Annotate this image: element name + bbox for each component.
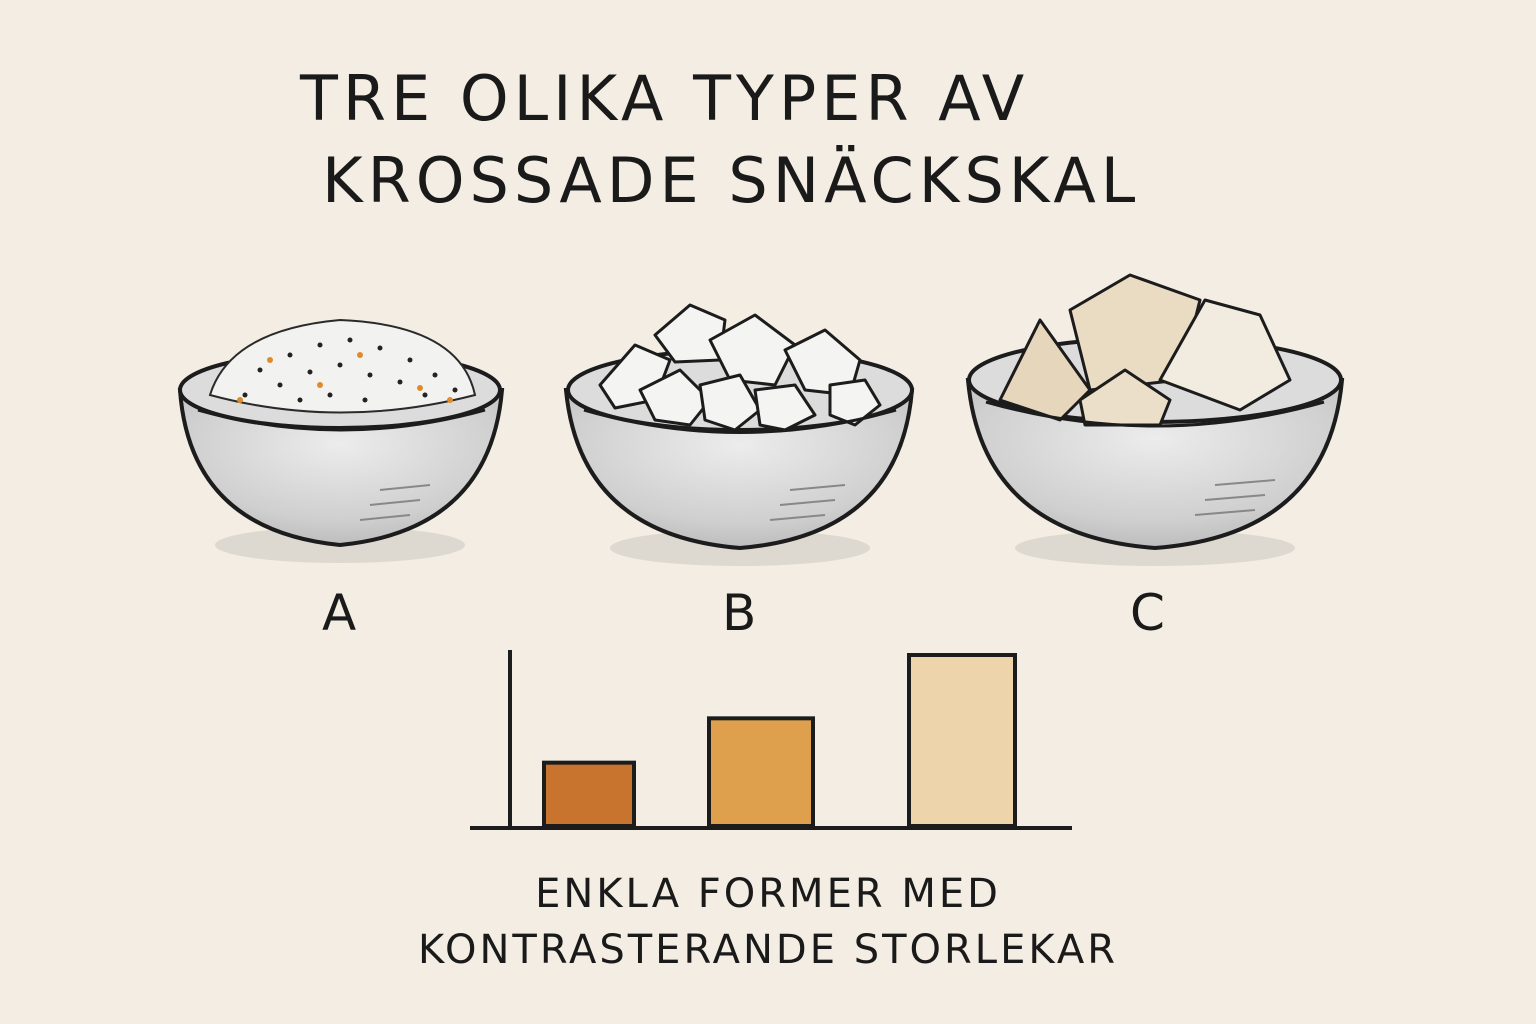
bowl-a-illustration (177, 318, 505, 563)
page-title: TRE OLIKA TYPER AV KROSSADE SNÄCKSKAL (300, 58, 1140, 222)
caption-line-2: KONTRASTERANDE STORLEKAR (417, 927, 1119, 973)
chart-caption: ENKLA FORMER MED KONTRASTERANDE STORLEKA… (0, 866, 1536, 978)
bowl-label-c: C (1130, 584, 1165, 642)
bowl-b-illustration (563, 303, 915, 566)
bowl-label-b: B (722, 584, 757, 642)
bar-a (542, 760, 636, 829)
title-line-2: KROSSADE SNÄCKSKAL (322, 144, 1141, 217)
bar-b (707, 716, 815, 828)
bar-c (907, 653, 1017, 828)
bowl-c-illustration (965, 273, 1345, 566)
size-bar-chart (470, 650, 1072, 830)
title-line-1: TRE OLIKA TYPER AV (300, 62, 1030, 135)
bowl-label-a: A (322, 584, 357, 642)
caption-line-1: ENKLA FORMER MED (535, 871, 1001, 917)
